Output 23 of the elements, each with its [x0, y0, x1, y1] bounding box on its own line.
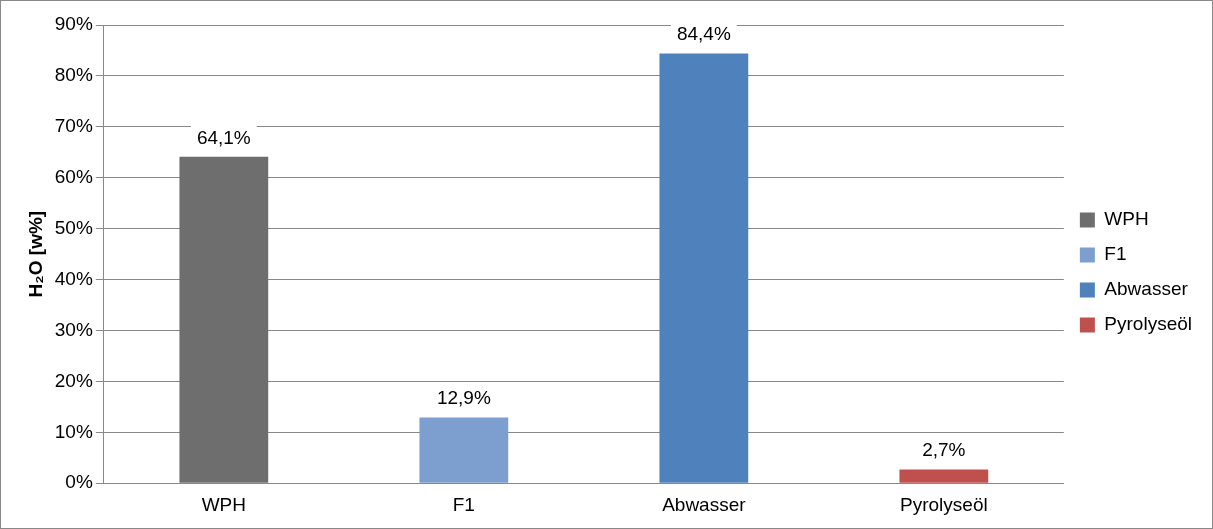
data-label: 84,4%: [676, 23, 731, 45]
data-label: 2,7%: [922, 439, 966, 461]
legend-label: Abwasser: [1104, 278, 1189, 300]
y-tick-label: 70%: [54, 115, 93, 137]
y-tick-label: 40%: [54, 267, 93, 289]
x-tick-label: Pyrolyseöl: [900, 493, 988, 515]
x-tick-label: Abwasser: [662, 493, 747, 515]
legend-label: WPH: [1104, 208, 1149, 230]
x-tick-label: F1: [452, 493, 475, 515]
legend-label: Pyrolyseöl: [1104, 313, 1193, 335]
data-label: 64,1%: [196, 126, 251, 148]
data-label: 12,9%: [436, 387, 491, 409]
legend-label: F1: [1104, 243, 1127, 265]
y-tick-label: 0%: [65, 471, 93, 493]
y-tick-label: 50%: [54, 216, 93, 238]
y-tick-label: 30%: [54, 318, 93, 340]
x-tick-label: WPH: [201, 493, 246, 515]
y-tick-label: 20%: [54, 369, 93, 391]
y-tick-label: 80%: [54, 64, 93, 86]
y-axis-title: H₂O [w%]: [24, 210, 46, 298]
y-tick-label: 90%: [54, 13, 93, 35]
y-tick-label: 60%: [54, 165, 93, 187]
y-tick-label: 10%: [54, 420, 93, 442]
